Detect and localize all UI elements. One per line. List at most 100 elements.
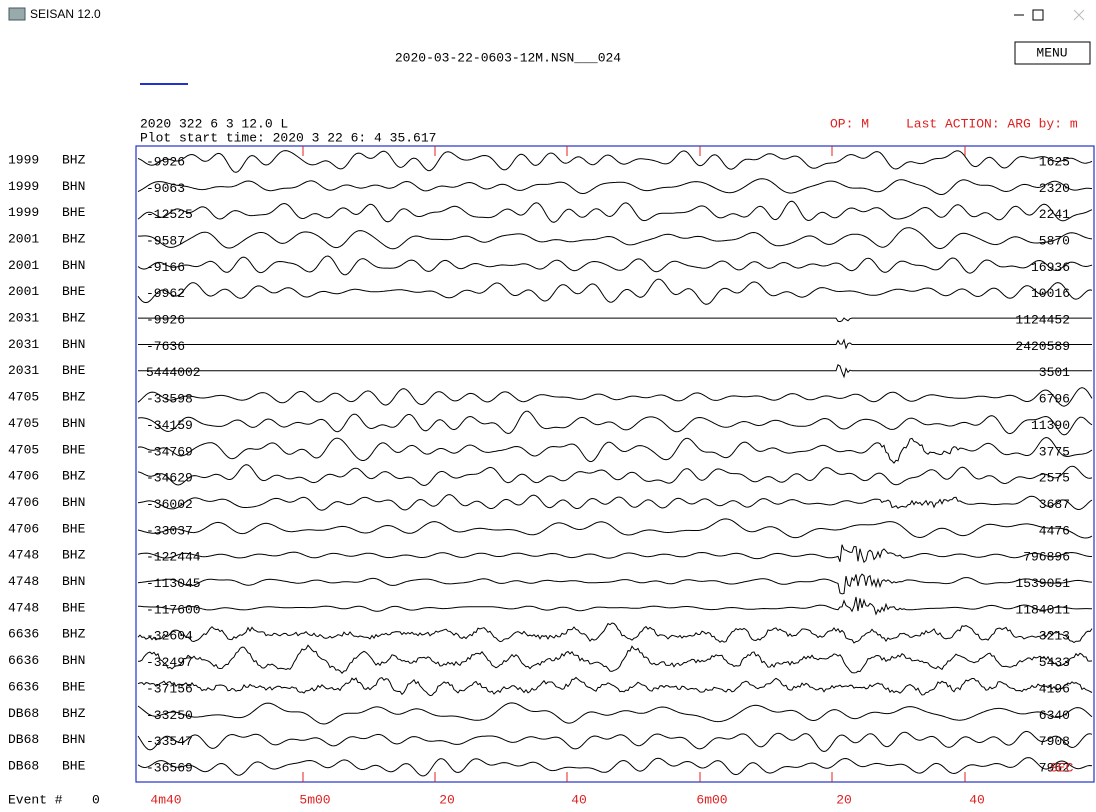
component-label: BHZ	[62, 231, 86, 246]
right-amplitude: 1124452	[1015, 313, 1070, 328]
right-amplitude: 6340	[1039, 708, 1070, 723]
component-label: BHN	[62, 495, 85, 510]
station-label: 1999	[8, 205, 39, 220]
right-amplitude: 2575	[1039, 471, 1070, 486]
station-label: 2001	[8, 231, 39, 246]
station-label: 2031	[8, 337, 39, 352]
waveform	[137, 702, 1093, 725]
waveform	[137, 644, 1093, 674]
waveform	[137, 730, 1093, 753]
waveform	[137, 255, 1093, 276]
station-label: 2001	[8, 284, 39, 299]
waveform	[137, 494, 1093, 511]
menu-label[interactable]: MENU	[1036, 45, 1067, 60]
waveform	[137, 622, 1093, 644]
station-label: 6636	[8, 627, 39, 642]
station-label: 6636	[8, 679, 39, 694]
waveform	[137, 573, 1093, 595]
origin-line: 2020 322 6 3 12.0 L	[140, 116, 288, 131]
station-label: 4748	[8, 548, 39, 563]
right-amplitude: 2241	[1039, 207, 1070, 222]
left-amplitude: -9926	[146, 313, 185, 328]
left-amplitude: -9063	[146, 181, 185, 196]
right-amplitude: 1625	[1039, 154, 1070, 169]
component-label: BHZ	[62, 152, 86, 167]
left-amplitude: -9587	[146, 233, 185, 248]
right-amplitude: 2420589	[1015, 339, 1070, 354]
app-icon	[8, 7, 26, 21]
left-amplitude: -9926	[146, 154, 185, 169]
station-label: 2001	[8, 258, 39, 273]
right-amplitude: 6796	[1039, 392, 1070, 407]
time-label: 40	[969, 792, 985, 807]
right-amplitude: 16936	[1031, 260, 1070, 275]
close-button[interactable]	[1073, 9, 1085, 21]
waveform	[137, 676, 1093, 697]
left-amplitude: -33547	[146, 734, 193, 749]
waveform	[137, 436, 1093, 464]
station-label: 4705	[8, 416, 39, 431]
station-label: DB68	[8, 732, 39, 747]
plot-start: Plot start time: 2020 3 22 6: 4 35.617	[140, 130, 436, 145]
time-unit: SEC	[1050, 760, 1074, 775]
component-label: BHE	[62, 363, 86, 378]
station-label: 4705	[8, 442, 39, 457]
station-label: 4706	[8, 495, 39, 510]
last-action: Last ACTION: ARG by: m	[906, 116, 1078, 131]
station-label: 2031	[8, 363, 39, 378]
time-label: 5m00	[299, 792, 330, 807]
waveform	[137, 387, 1093, 407]
component-label: BHZ	[62, 706, 86, 721]
station-label: DB68	[8, 706, 39, 721]
left-amplitude: -33598	[146, 392, 193, 407]
waveform	[137, 757, 1093, 777]
time-label: 40	[571, 792, 587, 807]
left-amplitude: -117600	[146, 602, 201, 617]
menu-button[interactable]	[1014, 41, 1091, 65]
component-label: BHE	[62, 679, 86, 694]
plot-frame	[135, 145, 1095, 783]
component-label: BHN	[62, 732, 85, 747]
right-amplitude: 1539051	[1015, 576, 1070, 591]
left-amplitude: -33250	[146, 708, 193, 723]
station-label: 4706	[8, 469, 39, 484]
waveform	[138, 227, 1093, 250]
right-amplitude: 7962	[1039, 760, 1070, 775]
component-label: BHZ	[62, 627, 86, 642]
station-label: DB68	[8, 758, 39, 773]
left-amplitude: -33037	[146, 523, 193, 538]
component-label: BHE	[62, 205, 86, 220]
right-amplitude: 4476	[1039, 523, 1070, 538]
station-label: 1999	[8, 152, 39, 167]
waveform	[138, 317, 1092, 323]
waveforms	[137, 150, 1093, 777]
station-label: 4705	[8, 390, 39, 405]
waveform	[137, 278, 1093, 305]
maximize-button[interactable]	[1032, 9, 1044, 21]
right-amplitude: 7908	[1039, 734, 1070, 749]
time-label: 20	[439, 792, 455, 807]
waveform	[137, 200, 1093, 223]
time-label: 4m40	[150, 792, 181, 807]
file-name: 2020-03-22-0603-12M.NSN___024	[395, 50, 621, 65]
right-amplitude: 5433	[1039, 655, 1070, 670]
component-label: BHN	[62, 574, 85, 589]
right-amplitude: 5870	[1039, 233, 1070, 248]
component-label: BHZ	[62, 469, 86, 484]
left-amplitude: -32497	[146, 655, 193, 670]
waveform	[137, 544, 1092, 564]
right-amplitude: 3501	[1039, 365, 1070, 380]
component-label: BHE	[62, 758, 86, 773]
labels: 1999 BHZ -9926 1625 1999 BHN -9063 2320 1999 BHE -…	[8, 152, 1070, 775]
station-label: 6636	[8, 653, 39, 668]
component-label: BHE	[62, 284, 86, 299]
event-number: 0	[92, 792, 100, 807]
time-label: 20	[836, 792, 852, 807]
left-amplitude: -34629	[146, 471, 193, 486]
event-label: Event #	[8, 792, 63, 807]
left-amplitude: -12525	[146, 207, 193, 222]
left-amplitude: -9166	[146, 260, 185, 275]
component-label: BHZ	[62, 390, 86, 405]
